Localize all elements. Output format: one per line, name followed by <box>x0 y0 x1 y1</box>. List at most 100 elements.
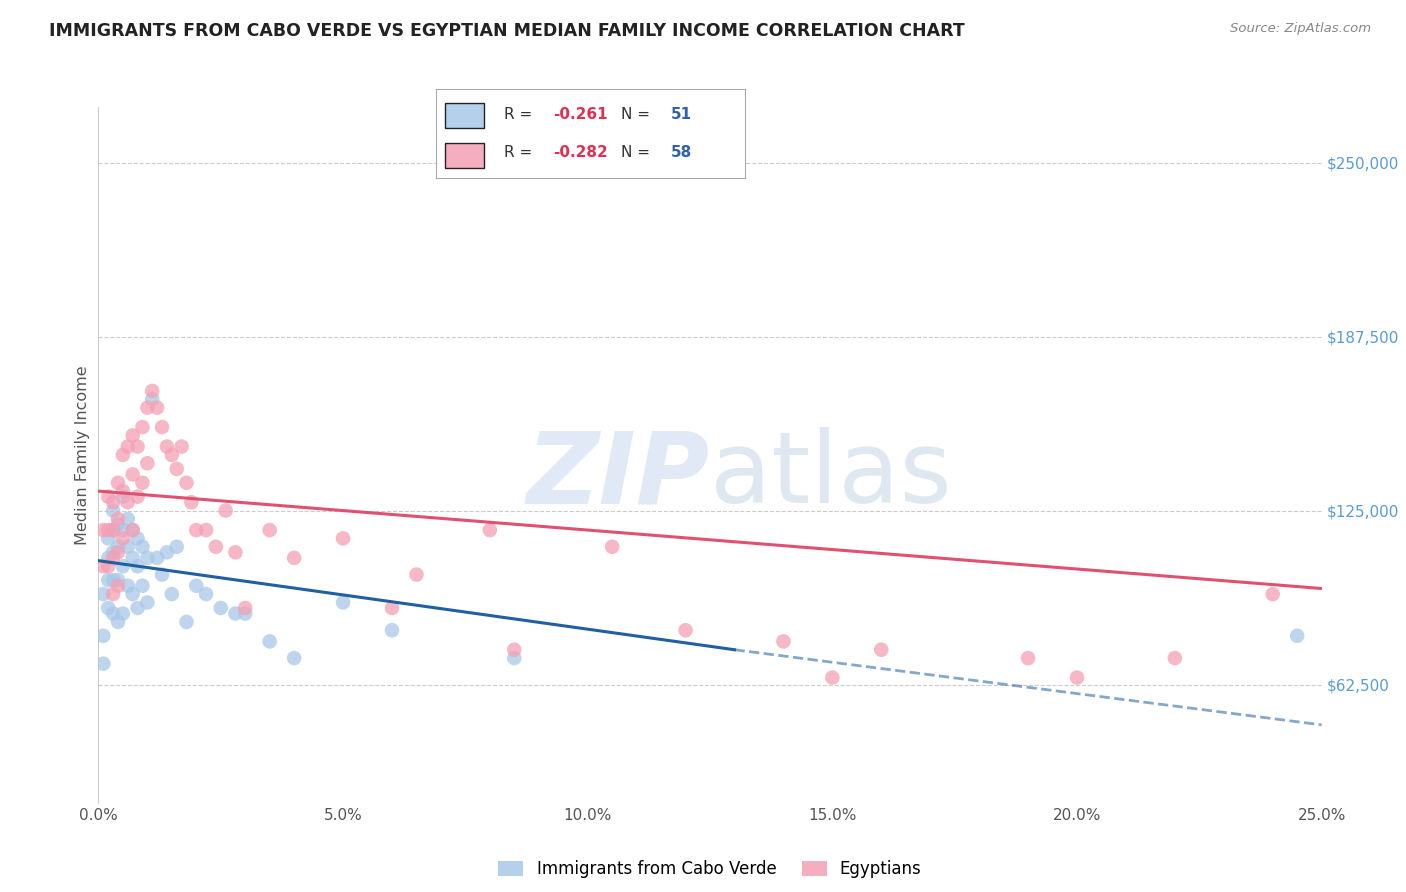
Point <box>233 601 256 615</box>
Point <box>136 550 159 565</box>
Point <box>233 607 256 621</box>
Point <box>1286 629 1309 643</box>
Point <box>127 440 149 454</box>
Point <box>121 428 143 442</box>
Point <box>224 607 246 621</box>
FancyBboxPatch shape <box>446 103 484 128</box>
Point <box>1017 651 1039 665</box>
Point <box>283 651 305 665</box>
Point <box>381 624 404 638</box>
Point <box>111 448 134 462</box>
Point <box>503 651 526 665</box>
Point <box>1261 587 1284 601</box>
Point <box>117 495 139 509</box>
Point <box>136 595 159 609</box>
Point <box>107 475 129 490</box>
Point <box>91 629 114 643</box>
Point <box>101 495 124 509</box>
Point <box>150 567 173 582</box>
Point <box>150 420 173 434</box>
Point <box>176 475 198 490</box>
Point <box>107 579 129 593</box>
Point <box>186 523 208 537</box>
Text: IMMIGRANTS FROM CABO VERDE VS EGYPTIAN MEDIAN FAMILY INCOME CORRELATION CHART: IMMIGRANTS FROM CABO VERDE VS EGYPTIAN M… <box>49 22 965 40</box>
Point <box>97 559 120 574</box>
Point <box>97 523 120 537</box>
Point <box>131 420 153 434</box>
Text: -0.261: -0.261 <box>554 107 607 122</box>
Point <box>195 587 218 601</box>
Text: 51: 51 <box>671 107 692 122</box>
Text: R =: R = <box>503 145 531 161</box>
Text: atlas: atlas <box>710 427 952 524</box>
Point <box>107 540 129 554</box>
Point <box>101 587 124 601</box>
Text: N =: N = <box>621 145 651 161</box>
Point <box>117 540 139 554</box>
Point <box>821 671 844 685</box>
Legend: Immigrants from Cabo Verde, Egyptians: Immigrants from Cabo Verde, Egyptians <box>492 854 928 885</box>
Point <box>101 523 124 537</box>
Point <box>97 490 120 504</box>
Point <box>283 550 305 565</box>
Point <box>117 440 139 454</box>
Point <box>1066 671 1088 685</box>
Point <box>101 550 124 565</box>
FancyBboxPatch shape <box>446 143 484 168</box>
Point <box>97 550 120 565</box>
Point <box>121 587 143 601</box>
Point <box>111 607 134 621</box>
Point <box>146 401 169 415</box>
Point <box>600 540 623 554</box>
Point <box>195 523 218 537</box>
Text: ZIP: ZIP <box>527 427 710 524</box>
Point <box>224 545 246 559</box>
Point <box>107 573 129 587</box>
Point <box>121 550 143 565</box>
Point <box>111 484 134 499</box>
Point <box>111 532 134 546</box>
Point <box>332 595 354 609</box>
Point <box>166 540 188 554</box>
Point <box>205 540 228 554</box>
Text: Source: ZipAtlas.com: Source: ZipAtlas.com <box>1230 22 1371 36</box>
Point <box>107 615 129 629</box>
Point <box>180 495 202 509</box>
Point <box>478 523 501 537</box>
Point <box>101 607 124 621</box>
Point <box>111 523 134 537</box>
Point <box>127 490 149 504</box>
Point <box>141 392 163 407</box>
Text: 58: 58 <box>671 145 692 161</box>
Point <box>146 550 169 565</box>
Point <box>156 545 179 559</box>
Point <box>176 615 198 629</box>
Point <box>91 559 114 574</box>
Point <box>117 579 139 593</box>
Text: -0.282: -0.282 <box>554 145 609 161</box>
Point <box>675 624 697 638</box>
Point <box>381 601 404 615</box>
Point <box>170 440 193 454</box>
Point <box>117 512 139 526</box>
Point <box>121 523 143 537</box>
Point <box>91 523 114 537</box>
Point <box>101 503 124 517</box>
Point <box>111 559 134 574</box>
Point <box>870 642 893 657</box>
Point <box>186 579 208 593</box>
Point <box>136 401 159 415</box>
Point <box>160 587 183 601</box>
Point <box>136 456 159 470</box>
Y-axis label: Median Family Income: Median Family Income <box>75 365 90 545</box>
Point <box>259 634 281 648</box>
Point <box>131 540 153 554</box>
Point <box>405 567 427 582</box>
Point <box>259 523 281 537</box>
Point <box>127 601 149 615</box>
Point <box>101 545 124 559</box>
Point <box>772 634 794 648</box>
Point <box>107 512 129 526</box>
Point <box>101 573 124 587</box>
Point <box>160 448 183 462</box>
